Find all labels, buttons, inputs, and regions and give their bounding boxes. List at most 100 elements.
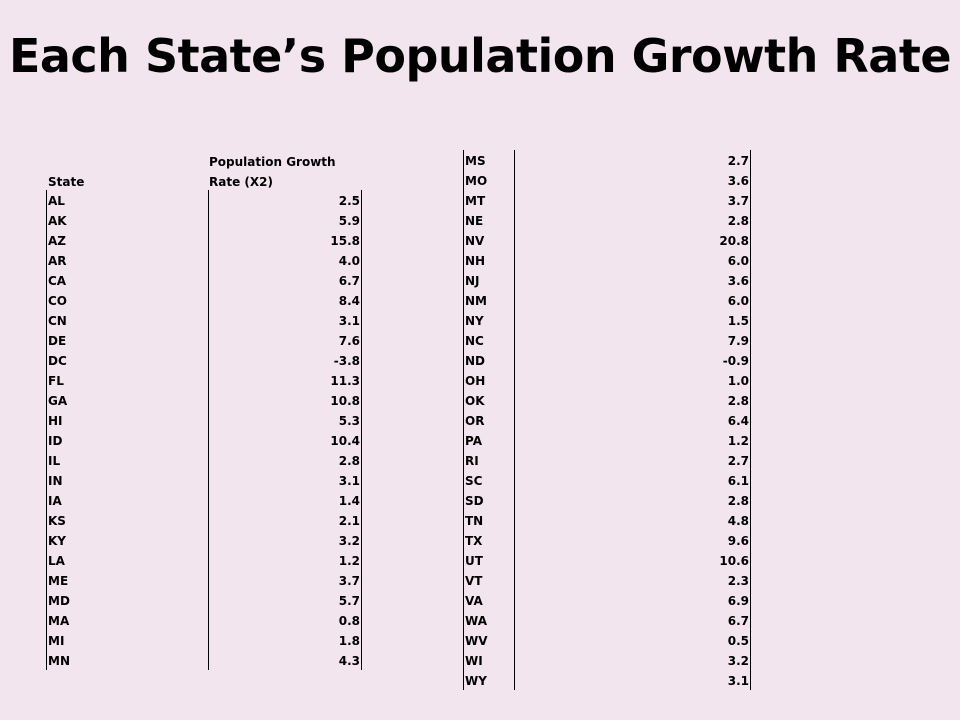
state-code-cell: SD <box>463 490 484 510</box>
growth-rate-cell: 1.4 <box>208 490 362 510</box>
table-row: AL 2.5 <box>46 190 362 210</box>
table-row: IA 1.4 <box>46 490 362 510</box>
state-code-cell: OK <box>463 390 485 410</box>
table-row: CN 3.1 <box>46 310 362 330</box>
state-code-cell: UT <box>463 550 483 570</box>
table-row: ID 10.4 <box>46 430 362 450</box>
state-code-cell: CO <box>46 290 67 310</box>
table-row: WY 3.1 <box>463 670 751 690</box>
growth-rate-cell: 5.9 <box>208 210 362 230</box>
growth-rate-cell: 6.1 <box>514 470 751 490</box>
growth-rate-cell: 7.9 <box>514 330 751 350</box>
growth-rate-cell: 3.6 <box>514 170 751 190</box>
table-row: WV 0.5 <box>463 630 751 650</box>
table-row: VA 6.9 <box>463 590 751 610</box>
state-code-cell: VT <box>463 570 482 590</box>
state-code-cell: MS <box>463 150 486 170</box>
state-code-cell: MO <box>463 170 487 190</box>
state-code-cell: ME <box>46 570 68 590</box>
state-code-cell: IN <box>46 470 63 490</box>
state-code-cell: MN <box>46 650 70 670</box>
state-column-header: State <box>48 175 85 189</box>
state-code-cell: IA <box>46 490 62 510</box>
state-code-cell: WI <box>463 650 483 670</box>
growth-rate-cell: 11.3 <box>208 370 362 390</box>
state-code-cell: CN <box>46 310 67 330</box>
table-row: NE 2.8 <box>463 210 751 230</box>
table-row: NY 1.5 <box>463 310 751 330</box>
table-row: MA 0.8 <box>46 610 362 630</box>
state-code-cell: NV <box>463 230 484 250</box>
table-row: ND -0.9 <box>463 350 751 370</box>
state-code-cell: NM <box>463 290 487 310</box>
table-row: OK 2.8 <box>463 390 751 410</box>
table-row: MI 1.8 <box>46 630 362 650</box>
table-row: VT 2.3 <box>463 570 751 590</box>
table-row: CA 6.7 <box>46 270 362 290</box>
table-row: NJ 3.6 <box>463 270 751 290</box>
growth-rate-cell: 1.2 <box>514 430 751 450</box>
page-title: Each State’s Population Growth Rate <box>8 29 952 83</box>
growth-rate-cell: 5.3 <box>208 410 362 430</box>
state-code-cell: VA <box>463 590 483 610</box>
table-row: NC 7.9 <box>463 330 751 350</box>
state-code-cell: DE <box>46 330 66 350</box>
growth-rate-cell: 2.1 <box>208 510 362 530</box>
state-code-cell: ID <box>46 430 62 450</box>
table-row: HI 5.3 <box>46 410 362 430</box>
growth-rate-cell: 3.7 <box>208 570 362 590</box>
state-code-cell: FL <box>46 370 64 390</box>
table-row: OR 6.4 <box>463 410 751 430</box>
state-code-cell: GA <box>46 390 67 410</box>
rate-column-header-line1: Population Growth <box>209 155 336 169</box>
growth-rate-cell: 10.6 <box>514 550 751 570</box>
state-code-cell: AK <box>46 210 67 230</box>
table-row: OH 1.0 <box>463 370 751 390</box>
growth-rate-cell: 4.8 <box>514 510 751 530</box>
growth-rate-cell: 4.0 <box>208 250 362 270</box>
state-code-cell: IL <box>46 450 60 470</box>
growth-rate-cell: 3.1 <box>514 670 751 690</box>
state-code-cell: NJ <box>463 270 480 290</box>
growth-rate-cell: 0.5 <box>514 630 751 650</box>
table-row: NH 6.0 <box>463 250 751 270</box>
growth-rate-cell: 4.3 <box>208 650 362 670</box>
growth-rate-cell: 2.8 <box>514 210 751 230</box>
rate-column-header-line2: Rate (X2) <box>209 175 273 189</box>
growth-rate-cell: 15.8 <box>208 230 362 250</box>
growth-rate-cell: 10.8 <box>208 390 362 410</box>
table-row: UT 10.6 <box>463 550 751 570</box>
state-code-cell: MA <box>46 610 69 630</box>
table-row: MO 3.6 <box>463 170 751 190</box>
table-row: TN 4.8 <box>463 510 751 530</box>
state-code-cell: AL <box>46 190 65 210</box>
growth-rate-cell: 3.2 <box>208 530 362 550</box>
table-row: TX 9.6 <box>463 530 751 550</box>
state-code-cell: TX <box>463 530 482 550</box>
growth-rate-cell: -3.8 <box>208 350 362 370</box>
growth-rate-cell: 6.7 <box>514 610 751 630</box>
table-row: KY 3.2 <box>46 530 362 550</box>
growth-rate-cell: 7.6 <box>208 330 362 350</box>
state-code-cell: AR <box>46 250 67 270</box>
state-code-cell: CA <box>46 270 66 290</box>
growth-rate-cell: 20.8 <box>514 230 751 250</box>
state-code-cell: NH <box>463 250 485 270</box>
growth-rate-cell: 6.9 <box>514 590 751 610</box>
table-row: MT 3.7 <box>463 190 751 210</box>
table-row: CO 8.4 <box>46 290 362 310</box>
table-row: LA 1.2 <box>46 550 362 570</box>
table-row: SC 6.1 <box>463 470 751 490</box>
table-row: AK 5.9 <box>46 210 362 230</box>
table-row: MN 4.3 <box>46 650 362 670</box>
state-code-cell: SC <box>463 470 482 490</box>
state-code-cell: RI <box>463 450 479 470</box>
table-row: SD 2.8 <box>463 490 751 510</box>
growth-rate-cell: 2.7 <box>514 450 751 470</box>
table-row: AR 4.0 <box>46 250 362 270</box>
table-row: MS 2.7 <box>463 150 751 170</box>
table-row: WA 6.7 <box>463 610 751 630</box>
state-code-cell: LA <box>46 550 65 570</box>
table-row: DC -3.8 <box>46 350 362 370</box>
growth-rate-cell: 10.4 <box>208 430 362 450</box>
